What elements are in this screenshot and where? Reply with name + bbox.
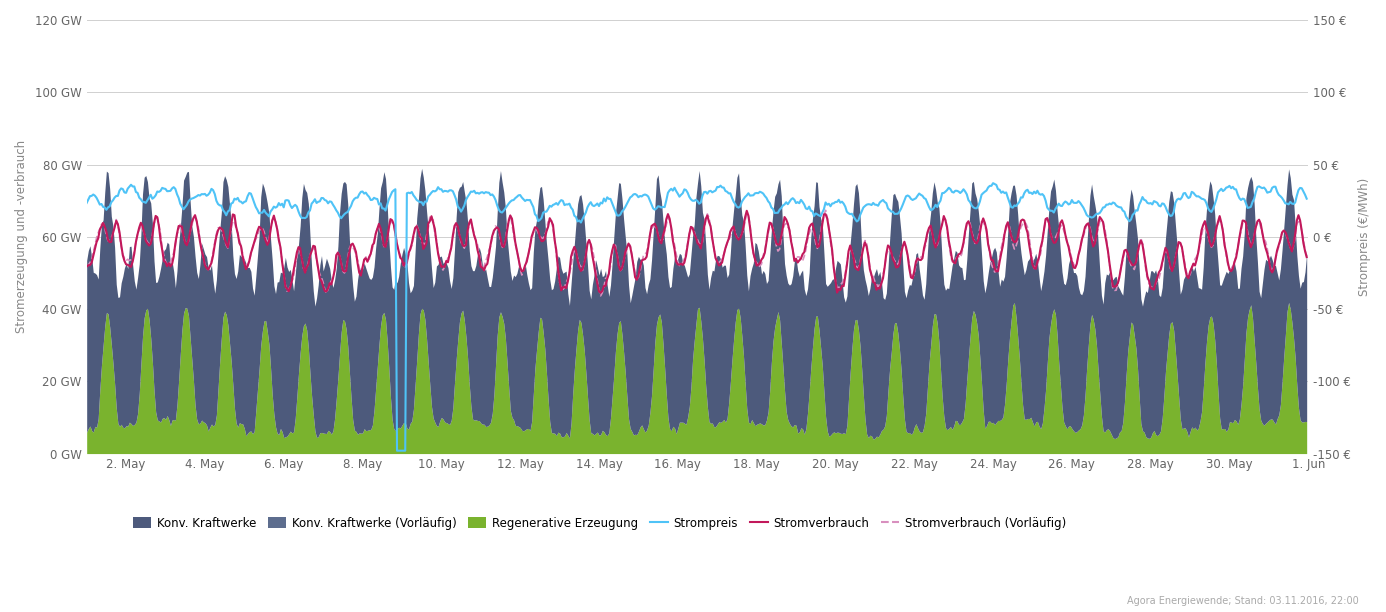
Legend: Konv. Kraftwerke, Konv. Kraftwerke (Vorläufig), Regenerative Erzeugung, Strompre: Konv. Kraftwerke, Konv. Kraftwerke (Vorl… [129,512,1071,534]
Y-axis label: Stromerzeugung und -verbrauch: Stromerzeugung und -verbrauch [15,140,28,334]
Text: Agora Energiewende; Stand: 03.11.2016, 22:00: Agora Energiewende; Stand: 03.11.2016, 2… [1127,596,1358,606]
Y-axis label: Strompreis (€/MWh): Strompreis (€/MWh) [1358,177,1371,296]
